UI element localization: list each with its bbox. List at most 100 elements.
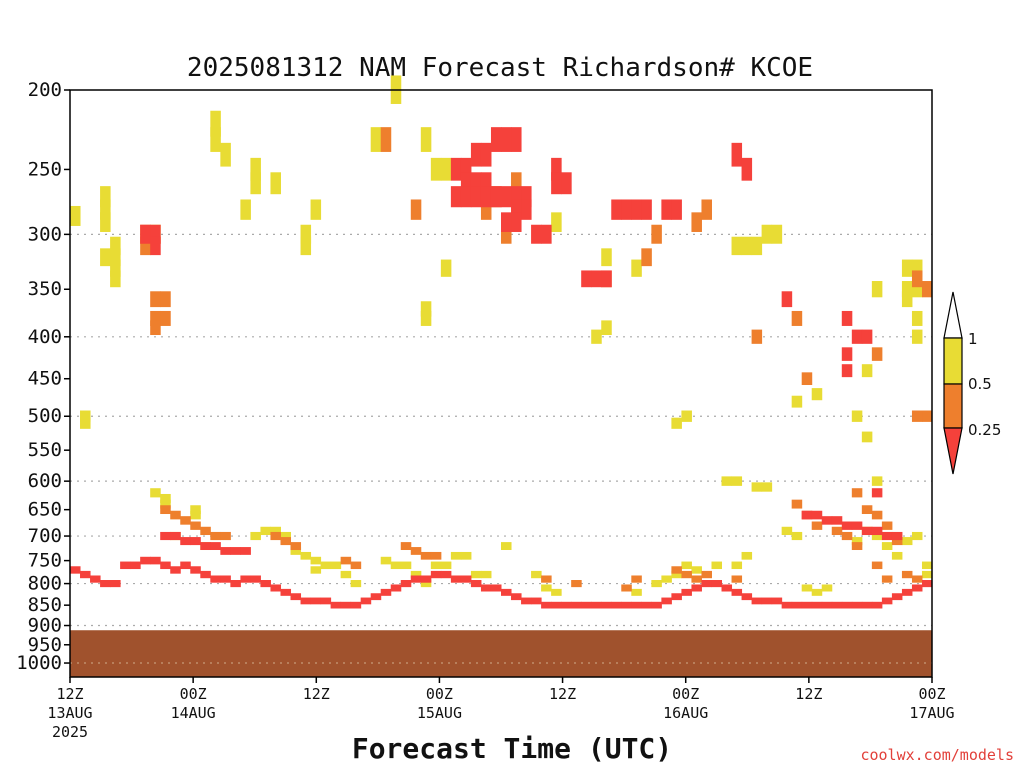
ri-cell [150,236,161,256]
y-tick-label: 350 [28,278,62,300]
ri-cell [270,531,281,541]
ri-cell [100,580,111,588]
ri-cell [521,199,532,220]
ri-cell [450,575,462,583]
ri-cell [731,575,743,583]
ri-cell [681,410,692,422]
ri-cell [470,580,482,588]
ri-cell [360,597,372,605]
ri-cell [501,542,512,551]
ri-cell [470,172,482,195]
ri-cell [400,542,412,551]
ri-cell [641,199,652,220]
ri-cell [160,291,171,308]
ri-cell [861,364,873,378]
ri-cell [811,601,823,609]
ri-cell [410,547,422,555]
ri-cell [831,516,843,525]
ri-cell [250,172,261,195]
y-tick-label: 950 [28,634,62,656]
ri-cell [811,521,823,530]
ri-cell [160,310,171,326]
y-tick-label: 800 [28,573,62,595]
ri-cell [470,186,482,208]
ri-cell [470,570,482,579]
ri-cell [460,172,472,195]
ri-cell [581,601,592,609]
ri-cell [380,588,392,596]
ri-cell [791,499,803,509]
ri-cell [160,531,171,541]
ri-cell [410,575,422,583]
ri-cell [460,186,472,208]
ri-cell [841,310,853,326]
ri-cell [230,580,241,588]
y-tick-label: 450 [28,368,62,390]
ri-cell [691,566,702,574]
color-legend: 1 0.5 0.25 [943,291,1001,475]
ri-cell [731,476,743,486]
ri-cell [831,601,843,609]
ri-cell [871,561,883,570]
ri-cell [430,570,442,579]
ri-cell [310,566,322,574]
ri-cell [330,601,342,609]
ri-cell [240,575,251,583]
ri-cell [741,236,753,256]
ri-cell [711,580,723,588]
ri-cell [400,580,412,588]
ri-cell [511,127,522,152]
ri-cell [190,537,201,546]
ri-cell [911,575,923,583]
ri-cell [90,575,101,583]
ri-cell [631,588,642,596]
ri-cell [150,224,161,244]
ri-cell [440,570,452,579]
ri-cell [450,551,462,560]
ri-cell [861,526,873,536]
ri-cell [210,542,221,551]
ri-cell [541,584,552,592]
ri-cell [851,410,863,422]
ri-cell [250,531,261,541]
ri-cell [611,601,622,609]
ri-cell [661,575,672,583]
ri-cell [661,199,672,220]
ri-cell [100,186,111,208]
ri-cell [831,526,843,536]
y-axis: 200 250 300 350 400 450 500 550 600 650 700 7508008… [16,79,70,674]
ri-cell [821,516,833,525]
ri-cell [80,417,91,429]
ri-cell [651,580,662,588]
ri-cell [330,561,342,570]
ri-cell [170,531,181,541]
x-axis-label: Forecast Time (UTC) [352,732,672,765]
ri-cell [881,575,893,583]
ri-cell [741,157,753,181]
ri-cell [190,521,201,530]
ri-cell [300,236,312,256]
ri-cell [761,597,773,605]
ri-cell [511,186,522,208]
credit-text[interactable]: coolwx.com/models [860,746,1014,764]
legend-level-label: 1 [968,330,978,348]
y-tick-label: 850 [28,594,62,616]
y-tick-label: 600 [28,470,62,492]
ri-cell [370,127,382,152]
ri-cell [190,505,201,515]
ri-cell [561,601,572,609]
ri-cell [200,526,211,536]
ri-cell [80,410,91,422]
ri-cell [350,561,362,570]
ri-cell [290,542,302,551]
ri-cell [911,410,923,422]
ri-cell [290,593,302,601]
ri-cell [791,531,803,541]
ri-cell [180,516,191,525]
ri-cell [210,110,221,137]
ri-cell [911,310,923,326]
ri-cell [881,597,893,605]
ri-cell [581,270,592,288]
ri-cell [501,212,512,232]
ri-cell [861,329,873,344]
